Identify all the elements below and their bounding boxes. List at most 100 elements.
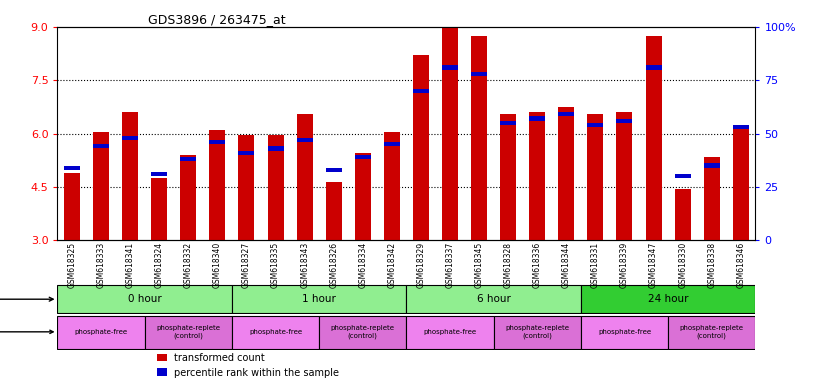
Text: GSM618342: GSM618342 (388, 242, 397, 288)
Bar (442, 27, 458, 240)
Bar (64, 173, 80, 240)
FancyBboxPatch shape (581, 285, 755, 313)
Text: GSM618325: GSM618325 (67, 242, 76, 288)
Bar (122, 136, 138, 140)
Text: phosphate-free: phosphate-free (249, 329, 302, 335)
Bar (93, 132, 109, 240)
FancyBboxPatch shape (319, 316, 406, 349)
FancyBboxPatch shape (232, 285, 406, 313)
Text: GSM618328: GSM618328 (503, 242, 512, 288)
Text: GSM618346: GSM618346 (736, 242, 745, 288)
Text: 6 hour: 6 hour (477, 294, 511, 304)
Bar (384, 142, 400, 146)
Text: GSM618326: GSM618326 (329, 242, 338, 288)
Text: phosphate-replete
(control): phosphate-replete (control) (156, 325, 220, 339)
Bar (530, 112, 545, 240)
Text: GSM618337: GSM618337 (446, 242, 455, 288)
Text: 24 hour: 24 hour (648, 294, 688, 304)
Text: GSM618327: GSM618327 (242, 242, 251, 288)
Text: GSM618339: GSM618339 (620, 242, 629, 288)
Bar (500, 114, 516, 240)
Bar (733, 125, 749, 129)
Bar (268, 135, 283, 240)
Text: GSM618336: GSM618336 (533, 242, 542, 288)
Bar (384, 132, 400, 240)
Bar (530, 116, 545, 121)
Bar (238, 151, 255, 155)
Text: phosphate-replete
(control): phosphate-replete (control) (680, 325, 744, 339)
Text: GSM618340: GSM618340 (213, 242, 222, 288)
Text: time: time (0, 294, 53, 304)
Bar (151, 172, 167, 176)
Text: GDS3896 / 263475_at: GDS3896 / 263475_at (149, 13, 286, 26)
Bar (733, 128, 749, 240)
Text: GSM618347: GSM618347 (649, 242, 658, 288)
Bar (181, 155, 196, 240)
Bar (471, 72, 487, 76)
Bar (617, 119, 632, 123)
Bar (704, 164, 720, 168)
Bar (645, 36, 662, 240)
Bar (326, 168, 342, 172)
Text: 0 hour: 0 hour (128, 294, 162, 304)
Bar (64, 166, 80, 170)
Text: GSM618344: GSM618344 (562, 242, 571, 288)
Legend: transformed count, percentile rank within the sample: transformed count, percentile rank withi… (153, 349, 343, 381)
Bar (558, 107, 575, 240)
FancyBboxPatch shape (581, 316, 668, 349)
Bar (442, 65, 458, 70)
Text: GSM618330: GSM618330 (678, 242, 687, 288)
Bar (355, 155, 371, 159)
Bar (209, 140, 226, 144)
Bar (209, 130, 226, 240)
Bar (296, 138, 313, 142)
FancyBboxPatch shape (668, 316, 755, 349)
Bar (675, 174, 690, 178)
Bar (296, 114, 313, 240)
FancyBboxPatch shape (406, 285, 581, 313)
Text: 1 hour: 1 hour (302, 294, 336, 304)
Bar (558, 112, 575, 116)
Bar (617, 112, 632, 240)
Text: GSM618329: GSM618329 (416, 242, 425, 288)
Text: GSM618332: GSM618332 (184, 242, 193, 288)
Text: GSM618343: GSM618343 (300, 242, 310, 288)
Text: phosphate-free: phosphate-free (75, 329, 127, 335)
Text: GSM618333: GSM618333 (97, 242, 106, 288)
Bar (326, 182, 342, 240)
Text: GSM618341: GSM618341 (126, 242, 135, 288)
Bar (704, 157, 720, 240)
Bar (500, 121, 516, 125)
Bar (675, 189, 690, 240)
FancyBboxPatch shape (144, 316, 232, 349)
Bar (93, 144, 109, 149)
Bar (587, 114, 603, 240)
Text: GSM618324: GSM618324 (154, 242, 163, 288)
FancyBboxPatch shape (57, 285, 232, 313)
Bar (268, 146, 283, 151)
Text: phosphate-replete
(control): phosphate-replete (control) (505, 325, 569, 339)
Text: phosphate-replete
(control): phosphate-replete (control) (331, 325, 395, 339)
Text: phosphate-free: phosphate-free (598, 329, 651, 335)
FancyBboxPatch shape (406, 316, 493, 349)
Text: GSM618345: GSM618345 (475, 242, 484, 288)
FancyBboxPatch shape (57, 316, 144, 349)
Text: GSM618331: GSM618331 (591, 242, 600, 288)
Bar (413, 89, 429, 93)
Bar (181, 157, 196, 161)
Bar (645, 65, 662, 70)
FancyBboxPatch shape (493, 316, 581, 349)
Text: growth protocol: growth protocol (0, 327, 53, 336)
Bar (122, 112, 138, 240)
Bar (413, 55, 429, 240)
Text: GSM618334: GSM618334 (358, 242, 367, 288)
Text: GSM618335: GSM618335 (271, 242, 280, 288)
Text: GSM618338: GSM618338 (707, 242, 716, 288)
Bar (151, 178, 167, 240)
Bar (587, 123, 603, 127)
Bar (471, 36, 487, 240)
Text: phosphate-free: phosphate-free (424, 329, 476, 335)
FancyBboxPatch shape (232, 316, 319, 349)
Bar (238, 135, 255, 240)
Bar (355, 153, 371, 240)
